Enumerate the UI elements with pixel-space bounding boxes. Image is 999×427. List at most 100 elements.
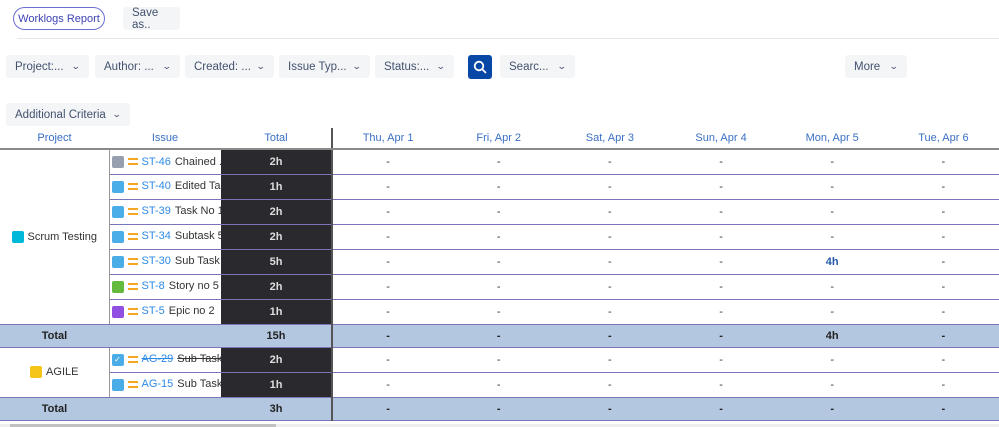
project-cell: Scrum Testing xyxy=(0,149,110,325)
chevron-down-icon: ⌄ xyxy=(352,61,363,71)
filter-label: Project:... xyxy=(15,60,64,73)
table-row: ST-30 Sub Task 5h - - - -4h - xyxy=(0,249,999,275)
chevron-down-icon: ⌄ xyxy=(889,61,900,71)
day-cell: - xyxy=(776,347,888,373)
issue-key-link[interactable]: AG-15 xyxy=(141,378,174,391)
day-cell[interactable]: 4h xyxy=(776,249,888,275)
day-cell: - xyxy=(665,174,777,200)
column-header[interactable]: Sat, Apr 3 xyxy=(554,128,666,150)
priority-medium-icon xyxy=(127,158,138,166)
column-header[interactable]: Tue, Apr 6 xyxy=(887,128,999,150)
day-cell: - xyxy=(554,347,666,373)
issue-summary: Story no 5 xyxy=(168,280,219,293)
day-total: - xyxy=(332,397,444,421)
day-total: - xyxy=(665,324,777,348)
total-label: Total xyxy=(0,397,109,421)
issue-key-link[interactable]: ST-39 xyxy=(141,205,171,218)
filter-dropdown[interactable]: Status:... ⌄ xyxy=(375,55,454,78)
day-cell: - xyxy=(554,299,666,325)
issue-key-link[interactable]: ST-46 xyxy=(141,155,171,168)
empty-cell xyxy=(109,397,221,421)
filter-dropdown[interactable]: Issue Typ... ⌄ xyxy=(279,55,370,78)
day-cell: - xyxy=(443,347,555,373)
project-total-row: Total 3h - - - - - - xyxy=(0,397,999,421)
project-avatar-icon xyxy=(11,230,24,243)
search-icon xyxy=(473,60,487,74)
priority-medium-icon xyxy=(127,283,138,291)
issue-total: 2h xyxy=(221,274,333,300)
priority-medium-icon xyxy=(127,258,138,266)
scrollbar-thumb[interactable] xyxy=(10,424,276,427)
subtask-icon xyxy=(111,180,124,193)
day-cell: - xyxy=(665,249,777,275)
additional-criteria-label: Additional Criteria xyxy=(15,108,106,121)
column-header[interactable]: Issue xyxy=(109,128,221,150)
column-header[interactable]: Total xyxy=(221,128,333,150)
search-filter-dropdown[interactable]: Searc... ⌄ xyxy=(500,55,575,78)
column-header[interactable]: Mon, Apr 5 xyxy=(776,128,888,150)
issue-total: 1h xyxy=(221,174,333,200)
day-total: - xyxy=(443,397,555,421)
day-cell: - xyxy=(887,199,999,225)
column-header[interactable]: Thu, Apr 1 xyxy=(332,128,444,150)
divider xyxy=(17,38,999,39)
day-cell: - xyxy=(776,224,888,250)
day-cell: - xyxy=(554,224,666,250)
issue-key-link[interactable]: ST-40 xyxy=(141,180,171,193)
search-button[interactable] xyxy=(468,55,492,79)
day-cell: - xyxy=(665,274,777,300)
horizontal-scrollbar[interactable] xyxy=(0,424,999,427)
issue-summary: Sub Task... xyxy=(177,353,221,366)
additional-criteria-dropdown[interactable]: Additional Criteria ⌄ xyxy=(6,103,130,126)
column-header[interactable]: Sun, Apr 4 xyxy=(665,128,777,150)
empty-cell xyxy=(109,324,221,348)
filter-dropdown[interactable]: Project:... ⌄ xyxy=(6,55,89,78)
filter-label: Created: ... xyxy=(194,60,251,73)
day-cell: - xyxy=(665,149,777,175)
day-cell: - xyxy=(443,149,555,175)
worklogs-report-button[interactable]: Worklogs Report xyxy=(13,7,105,30)
save-as-button[interactable]: Save as.. xyxy=(123,7,180,31)
more-dropdown[interactable]: More ⌄ xyxy=(845,55,907,78)
issue-total: 2h xyxy=(221,347,333,373)
day-cell: - xyxy=(554,199,666,225)
day-cell: - xyxy=(443,224,555,250)
column-header[interactable]: Project xyxy=(0,128,109,150)
day-cell: - xyxy=(887,174,999,200)
chevron-down-icon: ⌄ xyxy=(256,61,267,71)
day-cell: - xyxy=(887,224,999,250)
epic-icon xyxy=(111,305,124,318)
day-cell: - xyxy=(887,149,999,175)
project-total: 15h xyxy=(221,324,333,348)
day-cell: - xyxy=(665,199,777,225)
day-total: - xyxy=(887,324,999,348)
chevron-down-icon: ⌄ xyxy=(162,61,173,71)
day-cell: - xyxy=(887,372,999,398)
project-name[interactable]: AGILE xyxy=(46,365,79,378)
issue-key-link[interactable]: ST-34 xyxy=(141,230,171,243)
issue-cell: ST-8 Story no 5 xyxy=(108,274,221,300)
filter-dropdown[interactable]: Author: ... ⌄ xyxy=(95,55,180,78)
issue-key-link[interactable]: ST-30 xyxy=(141,255,171,268)
total-label: Total xyxy=(0,324,109,348)
issue-key-link[interactable]: ST-5 xyxy=(141,305,165,318)
column-header[interactable]: Fri, Apr 2 xyxy=(443,128,555,150)
day-cell: - xyxy=(665,299,777,325)
table-row: ST-8 Story no 5 2h - - - - - - xyxy=(0,274,999,300)
issue-key-link[interactable]: ST-8 xyxy=(141,280,165,293)
worklog-table: Project Issue Total Thu, Apr 1 Fri, Apr 2 Sat… xyxy=(0,128,999,421)
filter-dropdown[interactable]: Created: ... ⌄ xyxy=(185,55,274,78)
priority-medium-icon xyxy=(127,308,138,316)
issue-key-link[interactable]: AG-29 xyxy=(141,353,174,366)
issue-summary: Subtask 5 xyxy=(174,230,221,243)
task-done-icon: ✓ xyxy=(111,353,124,366)
issue-summary: Epic no 2 xyxy=(168,305,215,318)
project-name[interactable]: Scrum Testing xyxy=(27,230,98,243)
day-cell: - xyxy=(887,249,999,275)
chevron-down-icon: ⌄ xyxy=(71,61,82,71)
day-cell: - xyxy=(443,249,555,275)
